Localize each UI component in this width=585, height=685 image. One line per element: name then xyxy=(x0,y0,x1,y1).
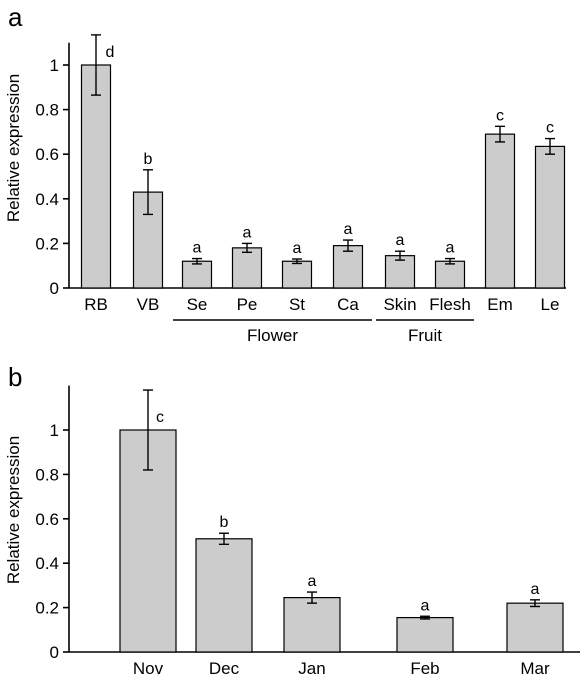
y-tick-label: 0 xyxy=(50,643,59,662)
y-tick-label: 0.8 xyxy=(35,465,59,484)
x-tick-label: Flesh xyxy=(429,295,471,314)
significance-letter: a xyxy=(344,221,353,238)
x-tick-label: Le xyxy=(541,295,560,314)
bar xyxy=(281,260,313,289)
significance-letter: b xyxy=(220,514,229,531)
group-label: Flower xyxy=(247,326,298,345)
x-tick-label: St xyxy=(289,295,305,314)
x-tick-label: Feb xyxy=(410,659,439,678)
y-axis-label-b: Relative expression xyxy=(4,436,23,584)
bar xyxy=(434,260,466,289)
x-tick-label: Nov xyxy=(133,659,164,678)
x-tick-label: Jan xyxy=(298,659,325,678)
bar xyxy=(396,616,454,653)
significance-letter: c xyxy=(496,107,504,124)
group-label: Fruit xyxy=(408,326,442,345)
significance-letter: a xyxy=(396,232,405,249)
y-tick-label: 0.6 xyxy=(35,510,59,529)
x-tick-label: Mar xyxy=(520,659,550,678)
bar xyxy=(534,145,566,289)
y-tick-label: 0.2 xyxy=(35,234,59,253)
y-tick-label: 0.8 xyxy=(35,101,59,120)
significance-letter: c xyxy=(156,409,164,426)
y-tick-label: 0 xyxy=(50,279,59,298)
panel-letter-b: b xyxy=(8,362,22,392)
significance-letter: b xyxy=(144,151,153,168)
bar xyxy=(181,260,213,289)
significance-letter: c xyxy=(546,120,554,137)
panel-a: a Relative expression 0 0.2 0.4 0.6 0.8 1 d RB b… xyxy=(4,2,566,345)
bar xyxy=(506,602,564,653)
x-tick-label: Ca xyxy=(337,295,359,314)
panel-letter-a: a xyxy=(8,2,23,32)
bar xyxy=(283,597,341,653)
y-tick-label: 1 xyxy=(50,421,59,440)
bar xyxy=(195,538,253,653)
significance-letter: a xyxy=(446,240,455,257)
significance-letter: d xyxy=(106,44,115,61)
x-tick-label: Se xyxy=(187,295,208,314)
bar xyxy=(80,64,112,289)
x-tick-label: Pe xyxy=(237,295,258,314)
panel-b: b Relative expression 0 0.2 0.4 0.6 0.8 1 c Nov… xyxy=(4,362,580,678)
x-tick-label: Em xyxy=(487,295,513,314)
x-tick-label: VB xyxy=(137,295,160,314)
x-tick-label: Dec xyxy=(209,659,240,678)
bar xyxy=(332,245,364,289)
bar xyxy=(484,133,516,289)
significance-letter: a xyxy=(421,597,430,614)
y-tick-label: 0.2 xyxy=(35,599,59,618)
significance-letter: a xyxy=(531,581,540,598)
y-tick-label: 0.4 xyxy=(35,190,59,209)
y-tick-label: 1 xyxy=(50,56,59,75)
y-tick-label: 0.4 xyxy=(35,554,59,573)
y-axis-label-a: Relative expression xyxy=(4,74,23,222)
significance-letter: a xyxy=(293,240,302,257)
significance-letter: a xyxy=(308,573,317,590)
x-tick-label: Skin xyxy=(383,295,416,314)
y-tick-label: 0.6 xyxy=(35,145,59,164)
bar xyxy=(119,429,177,653)
x-tick-label: RB xyxy=(84,295,108,314)
significance-letter: a xyxy=(243,224,252,241)
bar xyxy=(231,247,263,289)
significance-letter: a xyxy=(193,240,202,257)
bar xyxy=(384,255,416,289)
